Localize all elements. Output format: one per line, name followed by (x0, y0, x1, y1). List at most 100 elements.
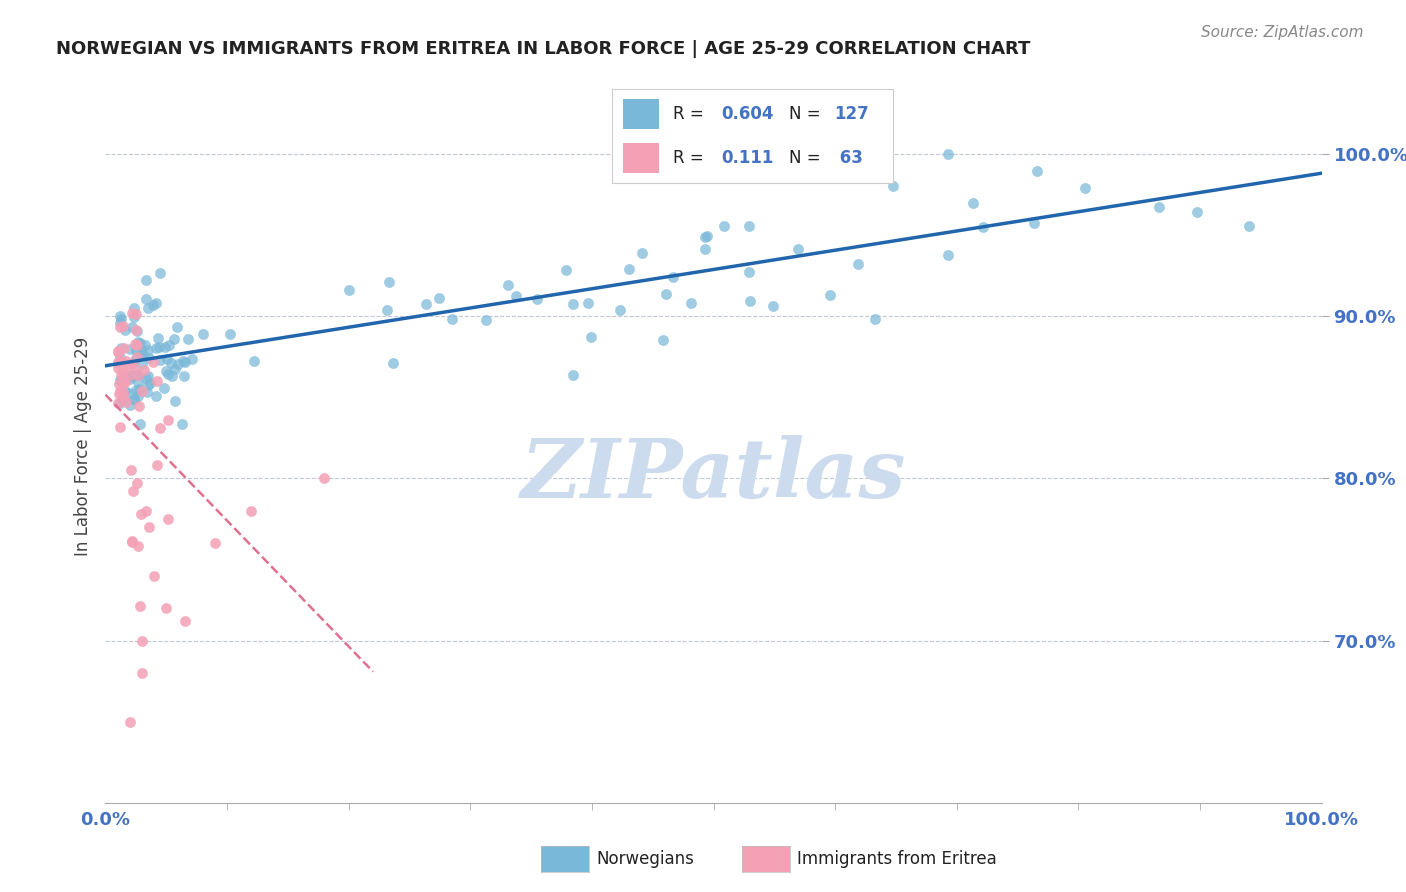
Point (124, 307, 146, 321)
Point (165, 393, 187, 408)
Point (138, 520, 160, 534)
Point (561, 297, 583, 311)
Point (163, 332, 186, 346)
Point (129, 417, 152, 431)
Point (173, 368, 195, 383)
Point (114, 384, 136, 398)
Point (127, 335, 149, 350)
Point (148, 331, 170, 345)
Point (125, 383, 148, 397)
Point (555, 263, 578, 277)
Point (561, 368, 583, 382)
Point (695, 242, 717, 256)
Point (149, 266, 172, 280)
Point (128, 400, 150, 414)
Point (145, 375, 167, 389)
Point (167, 357, 190, 371)
Text: 63: 63 (834, 149, 863, 167)
Point (496, 277, 519, 292)
Point (1074, 181, 1097, 195)
Point (1026, 164, 1049, 178)
Point (156, 413, 179, 427)
Point (337, 283, 360, 297)
Point (145, 296, 167, 310)
Text: R =: R = (673, 105, 710, 123)
Point (129, 343, 152, 358)
Point (153, 381, 176, 395)
Point (135, 371, 157, 385)
Point (107, 356, 129, 370)
Point (131, 384, 153, 398)
Point (111, 355, 134, 369)
Point (118, 714, 141, 729)
Point (526, 292, 548, 306)
Point (936, 248, 959, 262)
Point (125, 324, 148, 338)
Point (112, 376, 135, 391)
Point (129, 336, 152, 351)
Point (110, 312, 132, 326)
Point (120, 357, 142, 371)
Point (181, 352, 204, 367)
Point (145, 341, 167, 355)
Point (740, 293, 762, 308)
Text: R =: R = (673, 149, 710, 167)
Point (738, 265, 761, 279)
Point (138, 351, 160, 365)
Point (415, 297, 437, 311)
Point (110, 354, 132, 368)
Y-axis label: In Labor Force | Age 25-29: In Labor Force | Age 25-29 (73, 336, 91, 556)
Point (115, 353, 138, 368)
Point (156, 351, 179, 366)
Point (155, 364, 177, 378)
Point (112, 391, 135, 405)
Point (127, 338, 149, 352)
Point (204, 536, 226, 550)
Point (108, 387, 131, 401)
Point (122, 301, 145, 315)
Text: Immigrants from Eritrea: Immigrants from Eritrea (797, 850, 997, 868)
Point (121, 320, 143, 334)
Point (143, 568, 166, 582)
Point (172, 354, 194, 368)
Text: 0.604: 0.604 (721, 105, 773, 123)
Point (127, 539, 149, 553)
Point (125, 367, 148, 381)
Point (619, 261, 641, 276)
Point (136, 368, 159, 383)
Point (118, 369, 141, 384)
Point (107, 360, 129, 375)
Point (191, 327, 214, 342)
Point (243, 353, 266, 368)
Point (128, 382, 150, 396)
Text: ZIPatlas: ZIPatlas (520, 434, 907, 515)
Text: N =: N = (789, 149, 825, 167)
Point (122, 310, 145, 325)
Point (124, 337, 146, 351)
Point (962, 196, 984, 211)
Point (159, 356, 181, 370)
Point (131, 666, 153, 681)
Point (157, 512, 180, 526)
Point (738, 219, 761, 234)
Point (505, 289, 527, 303)
Point (108, 309, 131, 323)
Point (148, 352, 170, 367)
Point (122, 356, 145, 370)
Point (693, 230, 716, 244)
Point (110, 373, 132, 387)
Point (135, 273, 157, 287)
Point (118, 372, 141, 386)
Point (972, 219, 994, 234)
Point (114, 322, 136, 336)
Point (127, 475, 149, 490)
Point (120, 368, 142, 382)
Point (107, 344, 129, 359)
Point (122, 392, 145, 406)
Point (131, 633, 153, 648)
Point (108, 396, 131, 410)
Point (1185, 204, 1208, 219)
Point (146, 458, 169, 472)
Point (148, 340, 170, 354)
Point (108, 316, 131, 330)
